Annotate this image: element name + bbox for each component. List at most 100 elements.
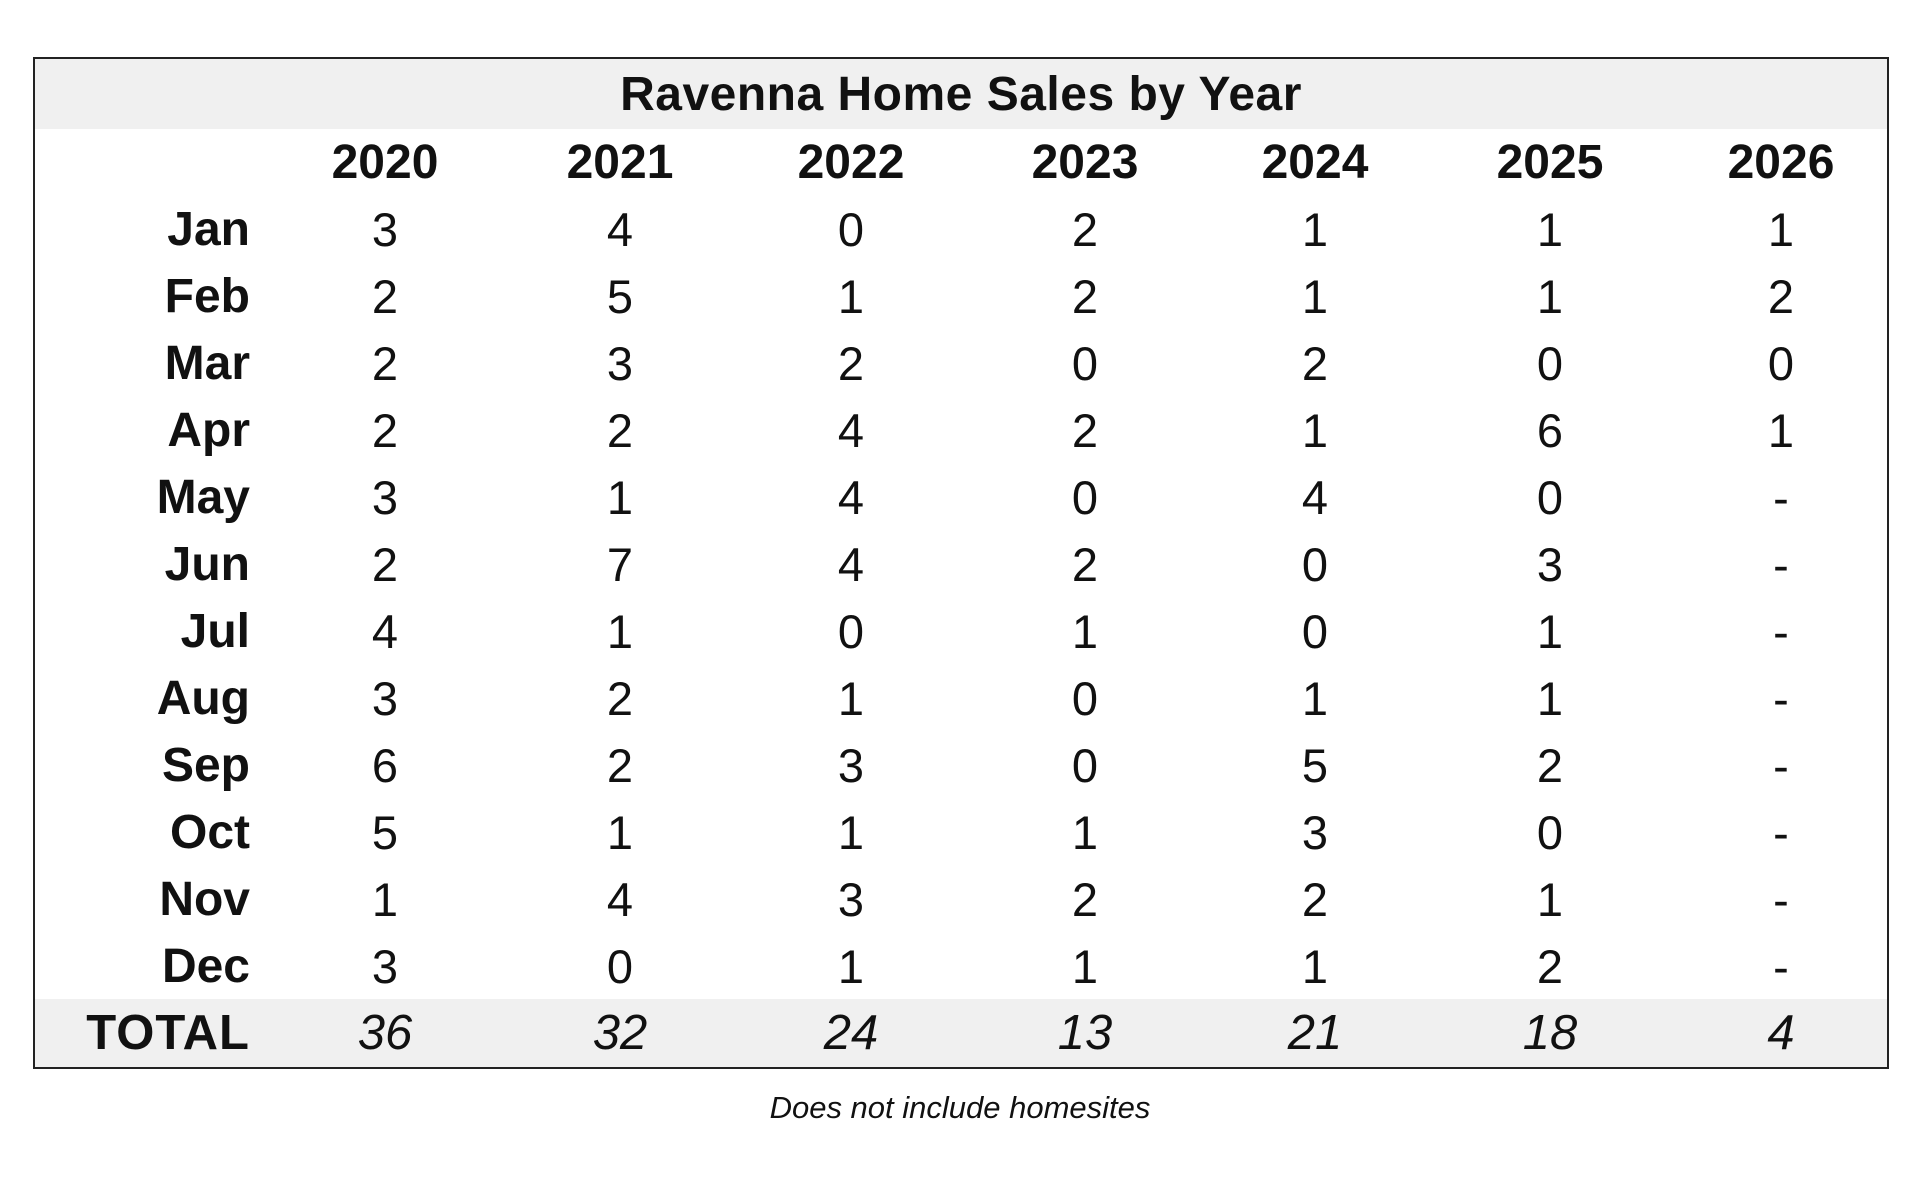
sales-cell: -: [1773, 873, 1789, 926]
sales-cell: 4: [371, 605, 399, 658]
sales-cell: 1: [1301, 940, 1329, 993]
year-header: 2021: [566, 136, 674, 189]
sales-cell: 5: [371, 806, 399, 859]
sales-cell: 1: [1536, 270, 1564, 323]
sales-cell: 3: [371, 672, 399, 725]
sales-cell: 2: [1301, 337, 1329, 390]
year-header: 2023: [1031, 136, 1139, 189]
table-row: Apr 2 2 4 2 1 6 1: [35, 397, 1887, 464]
sales-cell: 0: [1301, 538, 1329, 591]
sales-cell: 2: [371, 337, 399, 390]
month-label: Dec: [161, 940, 250, 993]
month-label: Jan: [167, 203, 250, 256]
sales-cell: -: [1773, 806, 1789, 859]
year-header: 2022: [797, 136, 905, 189]
table-row: Jun 2 7 4 2 0 3 -: [35, 531, 1887, 598]
year-header: 2020: [331, 136, 439, 189]
table-row: Jul 4 1 0 1 0 1 -: [35, 598, 1887, 665]
table-row: Mar 2 3 2 0 2 0 0: [35, 330, 1887, 397]
sales-cell: 4: [837, 404, 865, 457]
sales-cell: 4: [837, 471, 865, 524]
sales-cell: 3: [371, 203, 399, 256]
sales-cell: 1: [1536, 873, 1564, 926]
sales-cell: 1: [606, 471, 634, 524]
sales-cell: 3: [371, 940, 399, 993]
sales-cell: 1: [1071, 605, 1099, 658]
sales-cell: 2: [606, 739, 634, 792]
sales-cell: 0: [1301, 605, 1329, 658]
table-row: Nov 1 4 3 2 2 1 -: [35, 866, 1887, 933]
footnote: Does not include homesites: [769, 1090, 1151, 1125]
sales-cell: -: [1773, 739, 1789, 792]
table-title: Ravenna Home Sales by Year: [620, 67, 1302, 121]
sales-cell: 3: [606, 337, 634, 390]
sales-cell: 2: [1301, 873, 1329, 926]
sales-cell: 1: [1301, 404, 1329, 457]
sales-cell: 0: [837, 605, 865, 658]
sales-cell: 3: [837, 739, 865, 792]
sales-cell: 2: [1536, 940, 1564, 993]
month-label: May: [156, 471, 250, 524]
sales-cell: 5: [606, 270, 634, 323]
month-label: Aug: [156, 672, 250, 725]
table-row: Oct 5 1 1 1 3 0 -: [35, 799, 1887, 866]
sales-cell: 1: [837, 940, 865, 993]
sales-cell: 2: [1767, 270, 1795, 323]
sales-cell: 2: [1071, 203, 1099, 256]
table-row: Feb 2 5 1 2 1 1 2: [35, 263, 1887, 330]
sales-cell: 1: [1301, 270, 1329, 323]
sales-cell: 4: [606, 203, 634, 256]
total-cell: 13: [1057, 1006, 1113, 1060]
total-row: TOTAL 36 32 24 13 21 18 4: [35, 999, 1887, 1067]
sales-cell: 2: [1536, 739, 1564, 792]
sales-cell: 1: [1301, 203, 1329, 256]
table-row: Jan 3 4 0 2 1 1 1: [35, 196, 1887, 263]
sales-cell: -: [1773, 672, 1789, 725]
total-cell: 36: [357, 1006, 413, 1060]
year-header: 2026: [1727, 136, 1835, 189]
sales-cell: 1: [837, 270, 865, 323]
sales-table: Ravenna Home Sales by Year 2020 2021 202…: [33, 57, 1889, 1069]
sales-cell: 1: [1536, 203, 1564, 256]
sales-cell: 0: [837, 203, 865, 256]
sales-cell: 6: [371, 739, 399, 792]
year-header: 2025: [1496, 136, 1604, 189]
sales-cell: 6: [1536, 404, 1564, 457]
table-row: Sep 6 2 3 0 5 2 -: [35, 732, 1887, 799]
sales-cell: 1: [1767, 404, 1795, 457]
sales-cell: 0: [1536, 806, 1564, 859]
year-header-row: 2020 2021 2022 2023 2024 2025 2026: [35, 129, 1887, 196]
sales-cell: 0: [606, 940, 634, 993]
sales-cell: 0: [1767, 337, 1795, 390]
sales-cell: 1: [606, 605, 634, 658]
sales-cell: 1: [1767, 203, 1795, 256]
sales-cell: 3: [1536, 538, 1564, 591]
sales-cell: 0: [1536, 337, 1564, 390]
sales-cell: 4: [1301, 471, 1329, 524]
table-row: Dec 3 0 1 1 1 2 -: [35, 933, 1887, 1000]
sales-cell: -: [1773, 605, 1789, 658]
total-cell: 32: [592, 1006, 648, 1060]
sales-cell: 1: [1536, 605, 1564, 658]
sales-cell: 1: [1071, 806, 1099, 859]
sales-cell: 1: [837, 672, 865, 725]
month-label: Nov: [159, 873, 250, 926]
table-row: Aug 3 2 1 0 1 1 -: [35, 665, 1887, 732]
sales-cell: 2: [371, 538, 399, 591]
sales-cell: 3: [371, 471, 399, 524]
total-label: TOTAL: [86, 1006, 250, 1060]
sales-cell: -: [1773, 538, 1789, 591]
month-label: Apr: [167, 404, 250, 457]
sales-cell: 2: [606, 672, 634, 725]
sales-cell: 2: [1071, 270, 1099, 323]
total-cell: 24: [823, 1006, 879, 1060]
sales-cell: 0: [1071, 739, 1099, 792]
sales-cell: 3: [1301, 806, 1329, 859]
sales-cell: 3: [837, 873, 865, 926]
total-cell: 4: [1767, 1006, 1795, 1060]
sales-cell: 0: [1071, 337, 1099, 390]
sales-cell: 1: [837, 806, 865, 859]
month-label: Feb: [164, 270, 250, 323]
table-row: May 3 1 4 0 4 0 -: [35, 464, 1887, 531]
sales-cell: -: [1773, 471, 1789, 524]
